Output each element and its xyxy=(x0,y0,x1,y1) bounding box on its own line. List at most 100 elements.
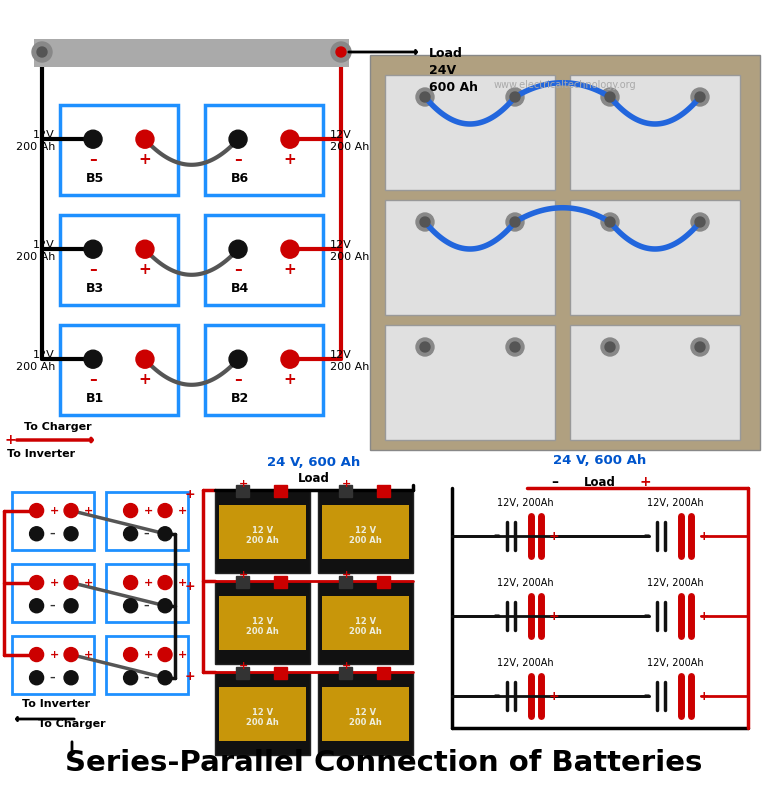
Circle shape xyxy=(416,338,434,356)
Circle shape xyxy=(124,527,137,541)
Bar xyxy=(570,325,740,440)
Text: 12V
200 Ah: 12V 200 Ah xyxy=(15,130,55,152)
Circle shape xyxy=(136,240,154,259)
Circle shape xyxy=(64,599,78,613)
Bar xyxy=(12,564,94,622)
Bar xyxy=(106,636,188,694)
Bar xyxy=(377,485,390,496)
Bar xyxy=(322,596,409,650)
Bar xyxy=(219,505,306,559)
Bar xyxy=(385,325,555,440)
Circle shape xyxy=(695,342,705,352)
Circle shape xyxy=(691,338,709,356)
Bar xyxy=(215,490,310,573)
Bar xyxy=(215,581,310,664)
Text: 12 V
200 Ah: 12 V 200 Ah xyxy=(349,617,382,636)
Text: –: – xyxy=(493,610,499,623)
Circle shape xyxy=(691,88,709,106)
Circle shape xyxy=(30,671,44,685)
Circle shape xyxy=(420,217,430,227)
Circle shape xyxy=(158,648,172,661)
Text: +: + xyxy=(50,649,59,660)
Bar xyxy=(60,215,178,305)
Text: 24 V, 600 Ah: 24 V, 600 Ah xyxy=(554,454,647,466)
Text: +: + xyxy=(549,610,560,623)
Circle shape xyxy=(229,240,247,259)
Circle shape xyxy=(229,130,247,148)
Text: +: + xyxy=(549,689,560,703)
Bar xyxy=(274,667,287,679)
Text: B1: B1 xyxy=(86,392,104,405)
Text: +: + xyxy=(144,506,153,515)
Text: +: + xyxy=(138,372,151,387)
Text: +: + xyxy=(239,479,248,489)
Circle shape xyxy=(64,671,78,685)
Text: –: – xyxy=(643,530,649,542)
Circle shape xyxy=(64,576,78,589)
Text: –: – xyxy=(89,151,97,167)
Text: B6: B6 xyxy=(231,172,249,185)
Text: +: + xyxy=(50,506,59,515)
Circle shape xyxy=(416,213,434,231)
Circle shape xyxy=(229,351,247,368)
Text: B4: B4 xyxy=(231,282,249,295)
Text: +: + xyxy=(178,506,187,515)
Text: +: + xyxy=(283,262,296,277)
Circle shape xyxy=(32,42,52,62)
Circle shape xyxy=(30,599,44,613)
Text: –: – xyxy=(551,475,558,489)
Bar xyxy=(236,485,249,496)
Circle shape xyxy=(510,92,520,102)
Text: To Inverter: To Inverter xyxy=(22,699,90,709)
Bar xyxy=(236,576,249,588)
Text: +: + xyxy=(144,649,153,660)
Text: B2: B2 xyxy=(231,392,249,405)
Bar xyxy=(34,39,349,67)
Circle shape xyxy=(124,648,137,661)
Bar xyxy=(339,667,353,679)
Bar xyxy=(318,672,413,755)
Circle shape xyxy=(30,576,44,589)
Text: +: + xyxy=(184,488,195,501)
Circle shape xyxy=(37,47,47,57)
Bar xyxy=(12,492,94,550)
Circle shape xyxy=(281,351,299,368)
Text: –: – xyxy=(234,151,242,167)
Text: 12 V
200 Ah: 12 V 200 Ah xyxy=(246,617,279,636)
Circle shape xyxy=(601,88,619,106)
Text: 12V
200 Ah: 12V 200 Ah xyxy=(330,350,369,372)
Text: 12V, 200Ah: 12V, 200Ah xyxy=(647,578,703,588)
Circle shape xyxy=(281,130,299,148)
Circle shape xyxy=(136,351,154,368)
Circle shape xyxy=(158,504,172,518)
Text: +: + xyxy=(639,475,650,489)
Circle shape xyxy=(30,648,44,661)
Text: +: + xyxy=(342,570,351,580)
Bar xyxy=(318,581,413,664)
Circle shape xyxy=(64,504,78,518)
Text: 12 V
200 Ah: 12 V 200 Ah xyxy=(246,526,279,546)
Circle shape xyxy=(30,504,44,518)
Text: 12V, 200Ah: 12V, 200Ah xyxy=(647,658,703,668)
Text: –: – xyxy=(50,529,55,538)
Text: +: + xyxy=(4,433,15,447)
Text: +: + xyxy=(178,649,187,660)
Circle shape xyxy=(281,240,299,259)
Text: +: + xyxy=(84,649,93,660)
Bar xyxy=(219,687,306,741)
Text: –: – xyxy=(144,601,149,611)
Text: –: – xyxy=(493,530,499,542)
Text: +: + xyxy=(138,151,151,167)
Circle shape xyxy=(64,527,78,541)
Text: +: + xyxy=(84,577,93,588)
Text: www.electricaltechnology.org: www.electricaltechnology.org xyxy=(494,80,637,90)
Bar xyxy=(60,105,178,195)
Text: 12V, 200Ah: 12V, 200Ah xyxy=(497,658,553,668)
Bar xyxy=(570,75,740,190)
Circle shape xyxy=(695,217,705,227)
Text: +: + xyxy=(239,661,248,671)
Text: –: – xyxy=(493,689,499,703)
Bar xyxy=(322,687,409,741)
Circle shape xyxy=(506,338,524,356)
Circle shape xyxy=(331,42,351,62)
